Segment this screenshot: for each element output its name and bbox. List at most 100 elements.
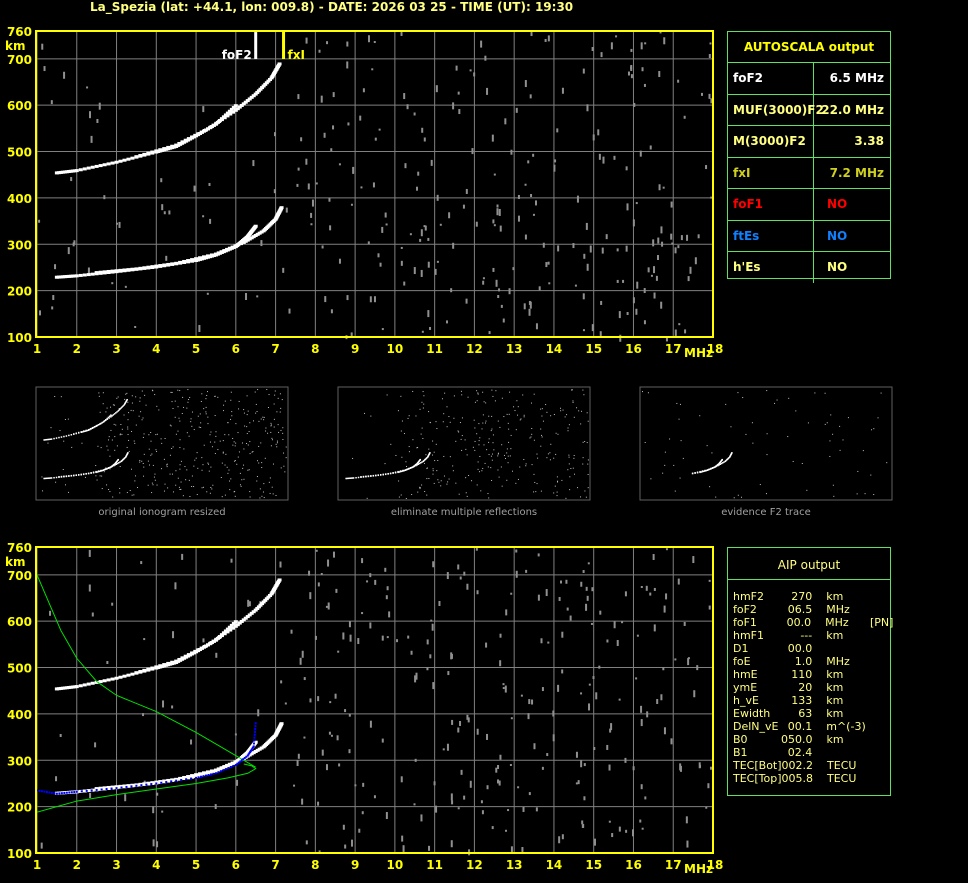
thumb-noise xyxy=(234,460,236,462)
thumb-noise xyxy=(285,457,287,459)
thumb-noise xyxy=(258,462,260,464)
noise-pixel xyxy=(413,803,416,806)
aip-trace-point xyxy=(212,772,215,775)
thumb-noise xyxy=(566,414,568,416)
thumb-noise xyxy=(366,497,368,499)
noise-pixel xyxy=(438,600,441,606)
thumb-noise xyxy=(234,460,236,462)
noise-pixel xyxy=(630,74,633,79)
noise-pixel xyxy=(460,769,463,775)
noise-pixel xyxy=(362,782,365,787)
noise-pixel xyxy=(348,713,351,717)
noise-pixel xyxy=(451,800,454,805)
aip-trace-point xyxy=(125,785,128,788)
thumb-noise xyxy=(452,465,454,467)
aip-cell: TECU xyxy=(827,759,857,772)
thumb-noise xyxy=(282,427,284,429)
thumb-noise xyxy=(150,454,152,456)
x-tick-label: 2 xyxy=(73,342,81,356)
noise-pixel xyxy=(327,602,330,610)
noise-pixel xyxy=(308,570,311,576)
thumb-noise xyxy=(541,434,543,436)
thumb-noise xyxy=(560,410,562,412)
noise-pixel xyxy=(325,764,328,771)
noise-pixel xyxy=(330,148,333,152)
thumb-noise xyxy=(417,491,419,493)
thumb-noise xyxy=(101,488,103,490)
thumb-noise xyxy=(584,490,586,492)
noise-pixel xyxy=(591,587,594,592)
trace-point xyxy=(142,782,147,786)
trace-point xyxy=(98,786,103,790)
noise-pixel xyxy=(161,810,164,813)
thumb-noise xyxy=(217,449,219,451)
thumb-noise xyxy=(428,478,430,480)
thumb-noise xyxy=(222,440,224,442)
thumb-trace xyxy=(75,474,78,476)
thumb-noise xyxy=(500,466,502,468)
thumb-noise xyxy=(801,462,803,464)
thumbnail-caption: evidence F2 trace xyxy=(721,507,811,518)
noise-pixel xyxy=(532,153,535,157)
thumb-noise xyxy=(440,485,442,487)
thumb-noise xyxy=(578,410,580,412)
plot-frame xyxy=(35,546,714,854)
trace-point xyxy=(251,610,256,614)
thumb-noise xyxy=(100,447,102,449)
thumb-noise xyxy=(531,428,533,430)
thumb-noise xyxy=(249,491,251,493)
noise-pixel xyxy=(367,35,370,43)
noise-pixel xyxy=(452,102,455,110)
thumb-trace xyxy=(53,476,55,479)
noise-pixel xyxy=(447,671,450,676)
trace-point xyxy=(239,103,244,107)
noise-pixel xyxy=(659,31,662,34)
thumb-noise xyxy=(733,497,735,499)
aip-trace-point xyxy=(185,778,188,781)
noise-pixel xyxy=(670,233,673,240)
thumb-noise xyxy=(237,456,239,458)
noise-pixel xyxy=(406,104,409,110)
thumb-noise xyxy=(256,476,258,478)
thumb-noise xyxy=(249,441,251,443)
thumb-trace xyxy=(58,476,60,478)
trace-point xyxy=(180,656,185,660)
thumb-noise xyxy=(234,495,236,497)
noise-pixel xyxy=(318,49,321,53)
thumb-noise xyxy=(139,400,141,402)
noise-pixel xyxy=(346,295,349,301)
thumb-noise xyxy=(63,440,65,442)
thumb-trace xyxy=(84,430,86,432)
thumb-trace xyxy=(691,472,694,475)
thumb-noise xyxy=(209,441,211,443)
noise-pixel xyxy=(650,274,653,277)
trace-point xyxy=(202,255,207,259)
thumb-noise xyxy=(143,453,145,455)
thumb-noise xyxy=(241,442,243,444)
noise-pixel xyxy=(645,585,648,591)
thumb-trace xyxy=(123,403,126,405)
noise-pixel xyxy=(537,594,540,601)
x-tick-label: 6 xyxy=(232,858,240,872)
noise-pixel xyxy=(423,225,426,228)
trace-point xyxy=(235,623,240,627)
thumb-noise xyxy=(255,403,257,405)
noise-pixel xyxy=(431,623,434,631)
noise-pixel xyxy=(597,129,600,136)
thumb-noise xyxy=(167,487,169,489)
thumb-trace xyxy=(362,475,365,478)
thumb-noise xyxy=(352,457,354,459)
noise-pixel xyxy=(540,638,543,644)
aip-cell: TEC[Top] xyxy=(733,772,782,785)
thumb-noise xyxy=(130,409,132,411)
thumb-noise xyxy=(422,407,424,409)
thumb-trace xyxy=(403,469,405,472)
noise-pixel xyxy=(403,281,406,286)
thumb-noise xyxy=(565,497,567,499)
thumb-noise xyxy=(880,392,882,394)
trace-point xyxy=(146,265,151,269)
thumb-noise xyxy=(826,422,828,424)
aip-trace-point xyxy=(253,730,256,733)
thumb-noise xyxy=(117,396,119,398)
noise-pixel xyxy=(527,713,530,720)
